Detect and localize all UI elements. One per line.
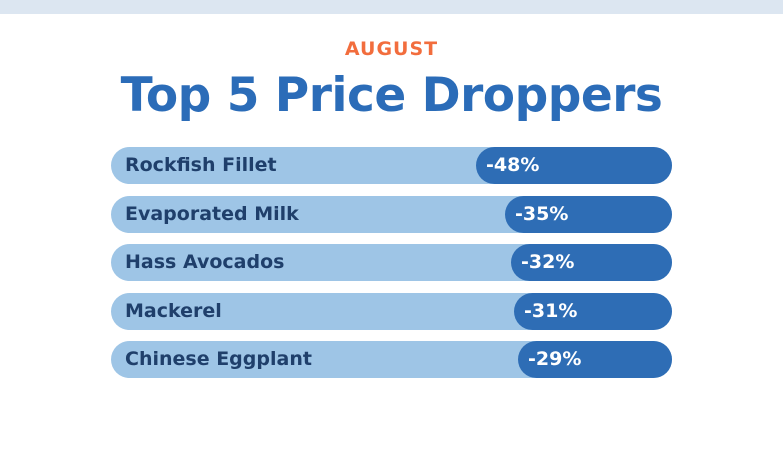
- bar-value-fill: [518, 341, 672, 378]
- bar-category-label: Chinese Eggplant: [125, 348, 312, 370]
- bar-value-label: -35%: [515, 203, 569, 225]
- bar-value-label: -48%: [486, 154, 540, 176]
- bar-value-fill: [505, 196, 672, 233]
- bar-value-label: -29%: [528, 348, 582, 370]
- bar-value-label: -31%: [524, 300, 578, 322]
- bar-category-label: Hass Avocados: [125, 251, 285, 273]
- bar-value-fill: [476, 147, 672, 184]
- page-title: Top 5 Price Droppers: [120, 68, 663, 123]
- top-band: [0, 0, 783, 14]
- bar-value-label: -32%: [521, 251, 575, 273]
- bar-value-fill: [514, 293, 672, 330]
- month-kicker: AUGUST: [344, 38, 439, 60]
- bar-category-label: Mackerel: [125, 300, 222, 322]
- bar-category-label: Rockfish Fillet: [125, 154, 277, 176]
- bar-category-label: Evaporated Milk: [125, 203, 299, 225]
- bar-value-fill: [511, 244, 672, 281]
